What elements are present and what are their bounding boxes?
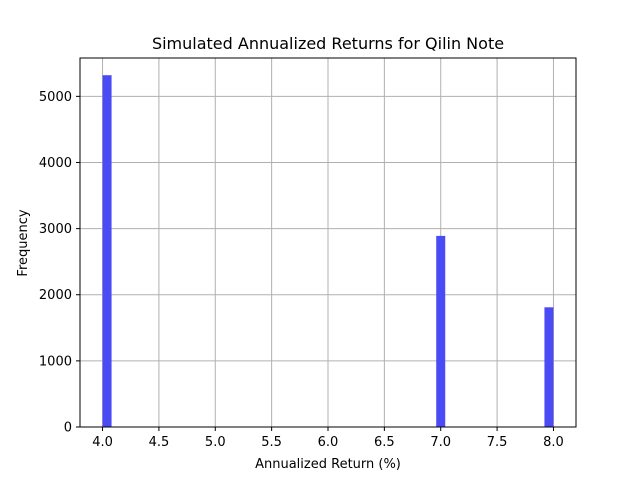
chart-title: Simulated Annualized Returns for Qilin N… xyxy=(152,34,504,53)
x-tick-label: 6.5 xyxy=(374,435,395,450)
axis-ticks: 4.0 4.5 5.0 5.5 6.0 6.5 7.0 7.5 8.0 0 1000 2000 3000… xyxy=(39,90,564,450)
y-axis-label: Frequency xyxy=(16,209,31,276)
grid-lines xyxy=(80,58,576,428)
x-tick-label: 4.5 xyxy=(149,435,170,450)
y-tick-label: 5000 xyxy=(39,90,72,105)
x-tick-label: 6.0 xyxy=(318,435,339,450)
x-axis-label: Annualized Return (%) xyxy=(255,457,401,472)
histogram-bar xyxy=(436,235,446,427)
x-tick-label: 4.0 xyxy=(92,435,113,450)
histogram-bar xyxy=(102,75,112,428)
x-tick-label: 7.0 xyxy=(430,435,451,450)
x-tick-label: 8.0 xyxy=(543,435,564,450)
y-tick-label: 0 xyxy=(64,421,72,436)
y-tick-label: 3000 xyxy=(39,222,72,237)
x-tick-label: 7.5 xyxy=(487,435,508,450)
y-tick-label: 4000 xyxy=(39,156,72,171)
y-tick-label: 2000 xyxy=(39,288,72,303)
y-tick-label: 1000 xyxy=(39,354,72,369)
x-tick-label: 5.0 xyxy=(205,435,226,450)
x-tick-label: 5.5 xyxy=(261,435,282,450)
histogram-bar xyxy=(544,307,554,427)
histogram-bars xyxy=(102,75,554,428)
